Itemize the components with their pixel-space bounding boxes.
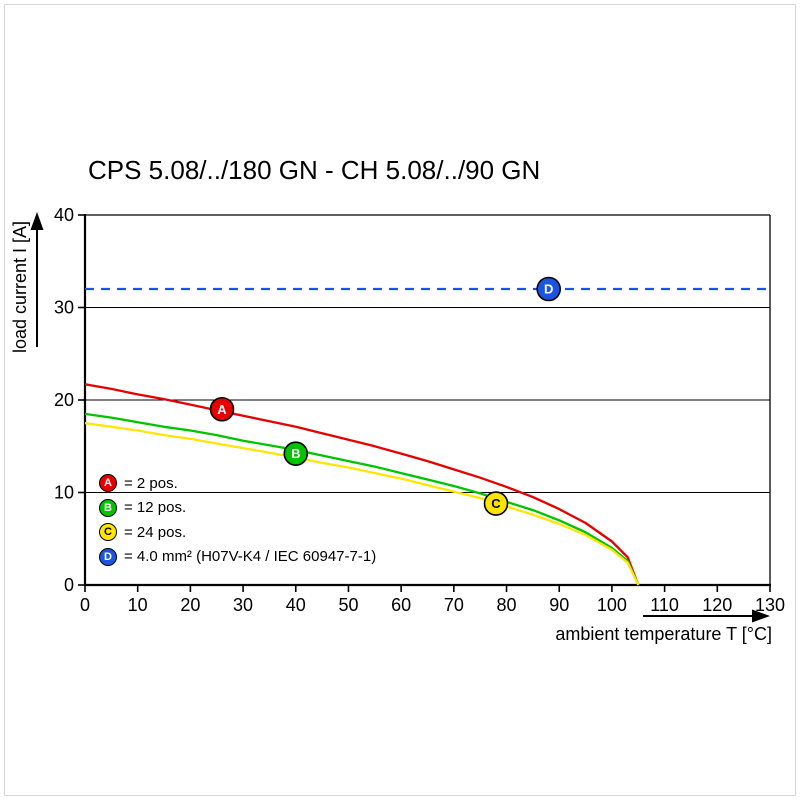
x-tick-label-100: 100 <box>597 595 627 615</box>
x-axis-label: ambient temperature T [°C] <box>555 624 772 644</box>
x-tick-label-70: 70 <box>444 595 464 615</box>
y-tick-label-20: 20 <box>54 390 74 410</box>
marker-D-icon <box>536 276 561 302</box>
legend-marker-d-icon: D <box>99 547 117 566</box>
marker-letter-C: C <box>491 496 501 511</box>
marker-letter-D: D <box>544 282 553 297</box>
y-axis-label: load current I [A] <box>10 220 30 354</box>
legend-marker-c-icon: C <box>99 523 117 542</box>
legend-label-d: = 4.0 mm² (H07V-K4 / IEC 60947-7-1) <box>124 548 377 566</box>
marker-A-icon <box>209 396 235 422</box>
legend: A = 2 pos. B = 12 pos. C = 24 pos. D = 4… <box>99 471 376 569</box>
curve-A <box>84 383 640 586</box>
y-tick-label-30: 30 <box>54 298 74 318</box>
x-tick-label-50: 50 <box>338 595 358 615</box>
x-tick-label-20: 20 <box>180 595 200 615</box>
x-tick-label-80: 80 <box>497 595 517 615</box>
x-tick-label-30: 30 <box>233 595 253 615</box>
legend-item-a: A = 2 pos. <box>99 471 376 496</box>
legend-label-c: = 24 pos. <box>124 523 187 541</box>
y-tick-label-0: 0 <box>64 575 74 595</box>
x-tick-label-0: 0 <box>80 595 90 615</box>
x-tick-label-90: 90 <box>549 595 569 615</box>
marker-B-icon <box>283 441 309 466</box>
curve-C <box>84 421 640 586</box>
legend-item-d: D = 4.0 mm² (H07V-K4 / IEC 60947-7-1) <box>99 545 376 570</box>
x-tick-label-110: 110 <box>650 595 679 615</box>
legend-marker-a-icon: A <box>99 474 117 493</box>
legend-marker-b-icon: B <box>99 498 117 517</box>
legend-label-b: = 12 pos. <box>124 499 187 517</box>
curve-B <box>84 412 640 586</box>
marker-letter-B: B <box>291 446 300 461</box>
y-tick-label-10: 10 <box>54 483 74 503</box>
x-tick-label-60: 60 <box>391 595 411 615</box>
x-axis-arrow-icon <box>752 609 770 623</box>
y-axis-arrow-icon <box>30 212 44 230</box>
x-tick-label-130: 130 <box>755 595 785 615</box>
x-tick-label-120: 120 <box>702 595 732 615</box>
legend-label-a: = 2 pos. <box>124 474 178 492</box>
marker-letter-A: A <box>217 402 227 417</box>
legend-item-c: C = 24 pos. <box>99 520 376 545</box>
x-tick-label-40: 40 <box>286 595 306 615</box>
y-tick-label-40: 40 <box>54 205 74 225</box>
marker-C-icon <box>483 491 509 516</box>
x-tick-label-10: 10 <box>128 595 148 615</box>
legend-item-b: B = 12 pos. <box>99 496 376 521</box>
chart-title: CPS 5.08/../180 GN - CH 5.08/../90 GN <box>88 155 541 185</box>
